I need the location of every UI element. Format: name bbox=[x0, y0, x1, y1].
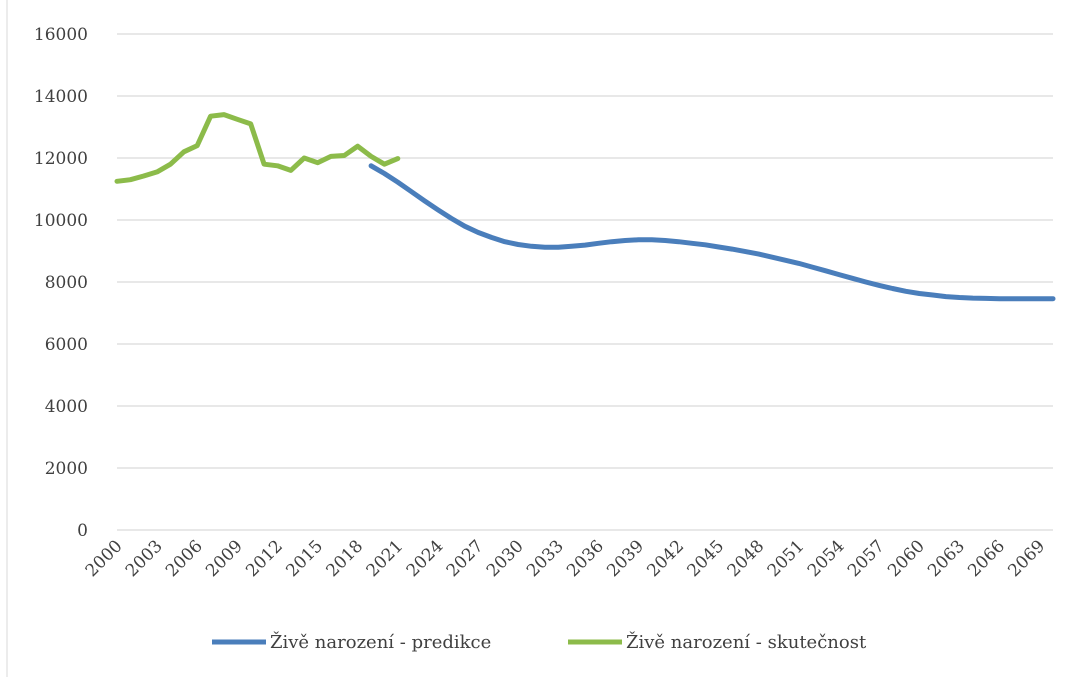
y-tick-label: 6000 bbox=[45, 335, 88, 355]
x-tick-label: 2021 bbox=[363, 536, 408, 581]
x-tick-label: 2042 bbox=[643, 536, 688, 581]
x-tick-label: 2069 bbox=[1004, 536, 1049, 581]
x-tick-label: 2057 bbox=[844, 536, 889, 581]
legend-label-1: Živě narození - predikce bbox=[270, 630, 491, 653]
y-tick-label: 14000 bbox=[34, 87, 88, 107]
x-axis-tick-labels: 2000200320062009201220152018202120242027… bbox=[82, 536, 1049, 581]
x-tick-label: 2030 bbox=[483, 536, 528, 581]
x-tick-label: 2051 bbox=[764, 536, 809, 581]
y-axis-tick-labels: 0 2000 4000 6000 8000 10000 12000 14000 16000 bbox=[34, 25, 88, 541]
y-tick-label: 0 bbox=[77, 521, 88, 541]
x-tick-label: 2060 bbox=[884, 536, 929, 581]
legend-label-2: Živě narození - skutečnost bbox=[626, 630, 867, 653]
x-tick-label: 2000 bbox=[82, 536, 127, 581]
x-tick-label: 2024 bbox=[403, 536, 448, 581]
x-tick-label: 2048 bbox=[724, 536, 769, 581]
x-tick-label: 2009 bbox=[202, 536, 247, 581]
x-tick-label: 2039 bbox=[603, 536, 648, 581]
y-tick-label: 12000 bbox=[34, 149, 88, 169]
x-tick-label: 2033 bbox=[523, 536, 568, 581]
x-tick-label: 2036 bbox=[563, 536, 608, 581]
y-tick-label: 16000 bbox=[34, 25, 88, 45]
x-tick-label: 2015 bbox=[282, 536, 327, 581]
x-tick-label: 2045 bbox=[684, 536, 729, 581]
y-tick-label: 4000 bbox=[45, 397, 88, 417]
x-tick-label: 2066 bbox=[964, 536, 1009, 581]
legend: Živě narození - predikce Živě narození - … bbox=[212, 630, 867, 653]
gridlines bbox=[117, 33, 1053, 531]
series-line-1 bbox=[368, 163, 1056, 302]
x-tick-label: 2063 bbox=[924, 536, 969, 581]
y-tick-label: 2000 bbox=[45, 459, 88, 479]
x-tick-label: 2012 bbox=[242, 536, 287, 581]
x-tick-label: 2003 bbox=[122, 536, 167, 581]
series-lines bbox=[114, 112, 1056, 302]
x-tick-label: 2027 bbox=[443, 536, 488, 581]
x-tick-label: 2018 bbox=[322, 536, 367, 581]
y-tick-label: 10000 bbox=[34, 211, 88, 231]
x-tick-label: 2054 bbox=[804, 536, 849, 581]
x-tick-label: 2006 bbox=[162, 536, 207, 581]
y-tick-label: 8000 bbox=[45, 273, 88, 293]
series-line-2 bbox=[114, 112, 401, 184]
